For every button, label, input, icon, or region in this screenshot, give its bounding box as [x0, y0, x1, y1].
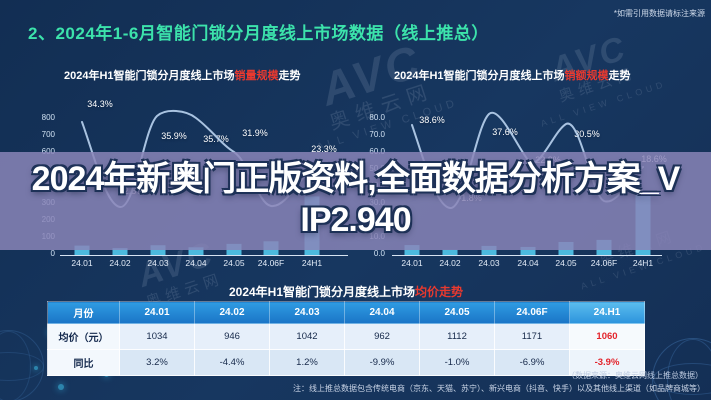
x-tick-label: 24.01: [401, 258, 423, 268]
cell: 962: [344, 323, 420, 350]
y-tick-label: 600: [28, 147, 55, 156]
y-tick-label: 80.0: [369, 113, 385, 122]
cell: -1.0%: [419, 349, 495, 376]
x-tick-label: 24.06F: [590, 258, 618, 268]
table-header-row: 月份 24.01 24.02 24.03 24.04 24.05 24.06F …: [47, 301, 645, 324]
cell: -6.9%: [494, 349, 570, 376]
pct-label: 38.6%: [419, 115, 445, 125]
price-table-title: 2024年H1智能门锁分月度线上市场均价走势: [47, 283, 645, 300]
overlay-text-line2: IP2.940: [300, 201, 411, 239]
y-tick-label: 60.0: [354, 147, 385, 156]
col-header-h1: 24.H1: [569, 301, 645, 324]
x-tick-label: 24.04: [517, 258, 539, 268]
overlay-band: [0, 152, 711, 250]
col-header: 24.04: [344, 301, 420, 324]
price-table-title-highlight: 均价走势: [415, 285, 464, 299]
volume-chart-title-prefix: 2024年H1智能门锁分月度线上市场: [64, 70, 235, 82]
cell: -4.4%: [194, 349, 270, 376]
volume-chart-title: 2024年H1智能门锁分月度线上市场销量规模走势: [64, 67, 301, 83]
pct-label: 34.3%: [87, 99, 113, 109]
y-tick-label: 70.0: [369, 130, 385, 139]
pct-label: 37.6%: [492, 127, 518, 137]
cell: 3.2%: [119, 349, 195, 376]
col-header: 24.02: [194, 301, 270, 324]
volume-chart-title-suffix: 走势: [278, 70, 301, 82]
pct-label: 31.9%: [242, 128, 268, 138]
pct-label: 23.3%: [311, 144, 337, 154]
price-table-title-prefix: 2024年H1智能门锁分月度线上市场: [228, 285, 416, 299]
revenue-chart-title-prefix: 2024年H1智能门锁分月度线上市场: [394, 70, 565, 82]
x-tick-label: 24.03: [147, 258, 169, 268]
x-tick-label: 24.01: [71, 258, 93, 268]
x-tick-label: 24.05: [555, 258, 577, 268]
col-header-month: 月份: [47, 301, 120, 324]
cell: 1042: [269, 323, 345, 350]
col-header: 24.01: [119, 301, 195, 324]
revenue-chart-title-highlight: 销额规模: [564, 70, 609, 82]
table-row-yoy: 同比 3.2% -4.4% 1.2% -9.9% -1.0% -6.9% -3.…: [47, 349, 645, 376]
citation-note: *如需引用数据请标注来源: [613, 9, 705, 18]
revenue-chart-title: 2024年H1智能门锁分月度线上市场销额规模走势: [394, 67, 631, 83]
cell: 1112: [419, 323, 495, 350]
y-tick-label: 0.0: [373, 249, 385, 258]
x-tick-label: 24.06F: [257, 258, 285, 268]
cell-h1: -3.9%: [569, 349, 645, 376]
network-dot: [58, 384, 64, 390]
y-tick-label: 700: [41, 130, 55, 139]
page-title: 2、2024年1-6月智能门锁分月度线上市场数据（线上推总）: [28, 24, 489, 43]
x-tick-label: 24.04: [185, 258, 207, 268]
overlay-watermark-text: 2024年新奥门正版资料,全面数据分析方案_V IP2.940: [0, 150, 711, 250]
col-header: 24.03: [269, 301, 345, 324]
table-row-avg-price: 均价（元） 1034 946 1042 962 1112 1171 1060: [47, 323, 645, 350]
volume-chart-title-highlight: 销量规模: [234, 70, 279, 82]
cell: -9.9%: [344, 349, 420, 376]
price-table: 月份 24.01 24.02 24.03 24.04 24.05 24.06F …: [47, 301, 645, 376]
x-tick-label: 24.02: [439, 258, 461, 268]
x-tick-label: 24.02: [109, 258, 131, 268]
cell: 946: [194, 323, 270, 350]
data-source-note: （数据来源：奥维云网线上推总数据）: [567, 371, 703, 380]
cell: 1.2%: [269, 349, 345, 376]
col-header: 24.06F: [494, 301, 570, 324]
globe-graphic: [652, 338, 711, 400]
pct-label: 35.7%: [203, 134, 229, 144]
x-tick-label: 24H1: [301, 258, 323, 268]
x-tick-label: 24.05: [223, 258, 245, 268]
row-label: 均价（元）: [47, 323, 120, 350]
x-tick-label: 24H1: [632, 258, 654, 268]
row-label: 同比: [47, 349, 120, 376]
x-tick-label: 24.03: [478, 258, 500, 268]
col-header: 24.05: [419, 301, 495, 324]
overlay-text-line1: 2024年新奥门正版资料,全面数据分析方案_V: [31, 160, 681, 198]
y-tick-label: 0: [50, 249, 55, 258]
cell: 1171: [494, 323, 570, 350]
cell-h1: 1060: [569, 323, 645, 350]
network-dot: [34, 366, 38, 370]
revenue-chart-title-suffix: 走势: [608, 70, 631, 82]
cell: 1034: [119, 323, 195, 350]
pct-label: 35.9%: [161, 131, 187, 141]
y-tick-label: 800: [41, 113, 55, 122]
methodology-note: 注：线上推总数据包含传统电商（京东、天猫、苏宁）、新兴电商（抖音、快手）以及其他…: [293, 384, 705, 393]
pct-label: 30.5%: [574, 129, 600, 139]
